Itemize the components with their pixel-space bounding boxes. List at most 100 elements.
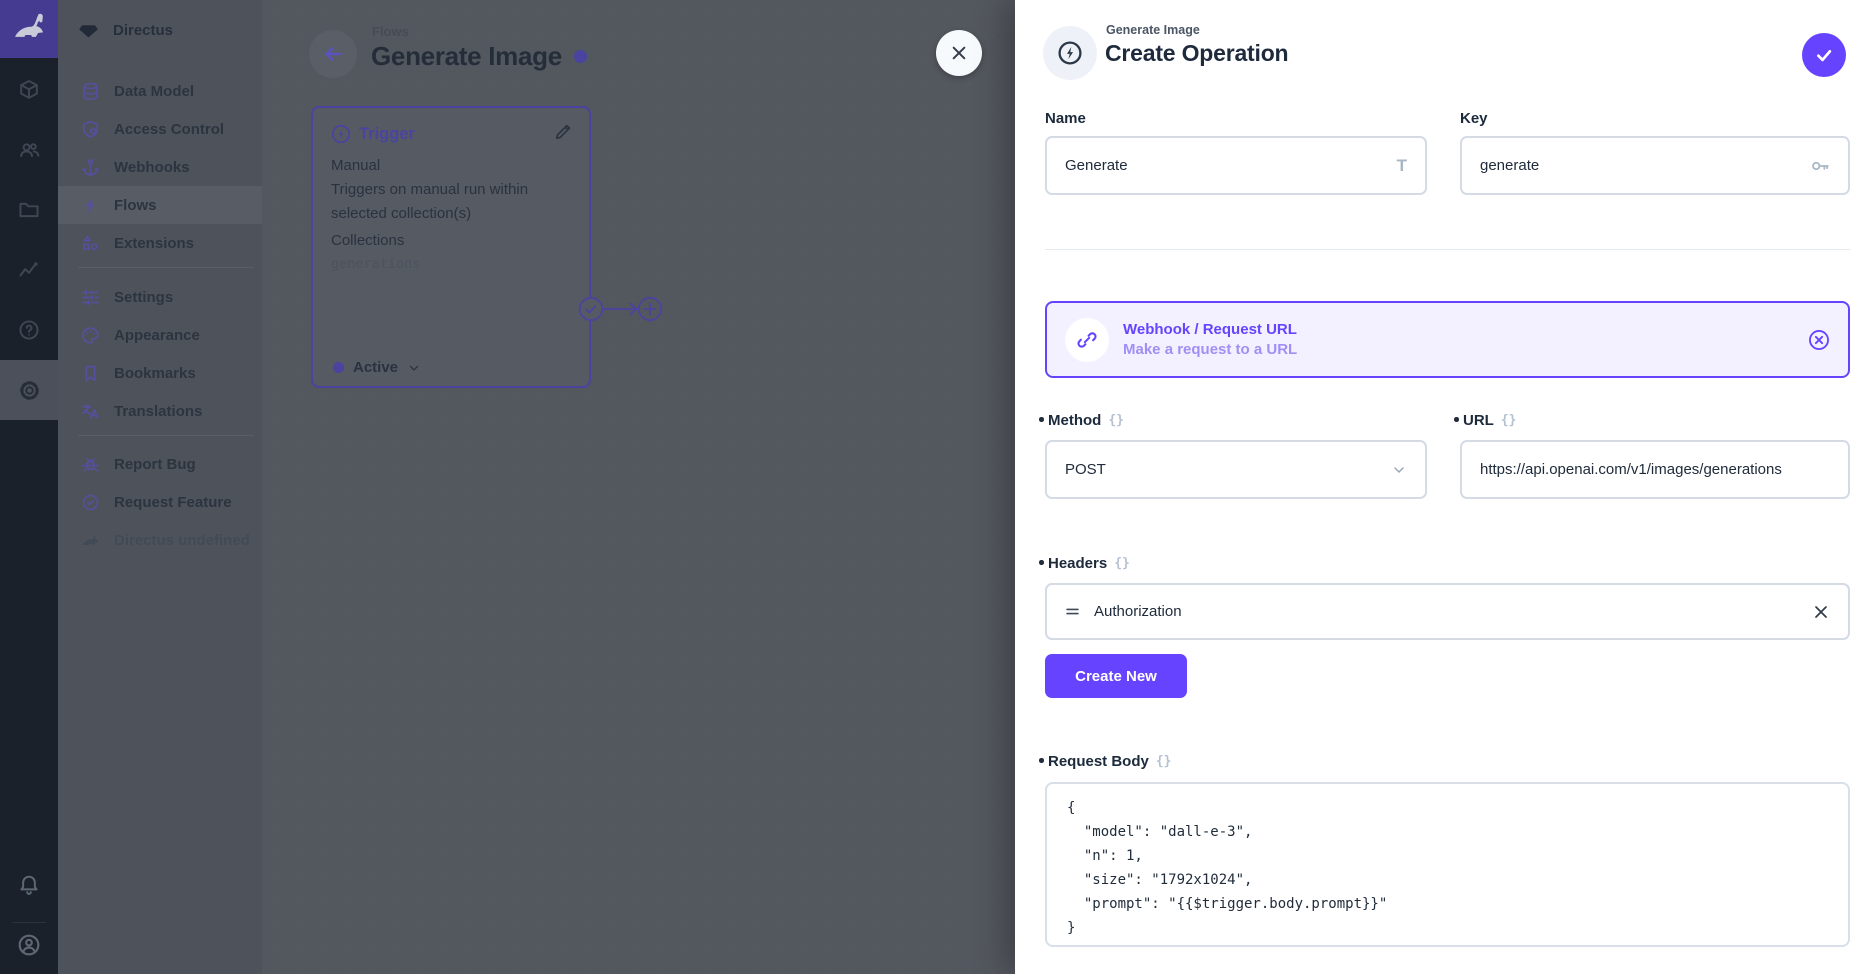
drawer-breadcrumb: Generate Image [1106,23,1200,37]
trigger-bolt-circle-icon [331,124,351,144]
shield-person-icon [80,120,100,139]
bug-icon [80,455,100,474]
bolt-icon [80,196,100,215]
sidebar-nav-feedback: Report Bug Request Feature Directus unde… [58,436,262,559]
banner-title: Webhook / Request URL [1123,321,1297,338]
module-users[interactable] [0,120,58,180]
unsaved-changes-dot [573,50,587,63]
directus-logo[interactable] [0,0,58,58]
chevron-down-icon [1391,462,1407,478]
method-label: Method{} [1039,412,1124,429]
anchor-icon [80,158,100,177]
sidebar-item-label: Webhooks [114,158,190,176]
sidebar-nav-main: Data Model Access Control Webhooks Flows… [58,60,262,262]
sidebar-item-report-bug[interactable]: Report Bug [58,445,262,483]
status-label: Active [353,359,399,376]
headers-label: Headers{} [1039,555,1130,572]
header-row: Authorization [1045,583,1850,640]
sidebar-item-access-control[interactable]: Access Control [58,110,262,148]
sidebar-item-label: Flows [114,196,157,214]
sidebar-item-flows[interactable]: Flows [58,186,262,224]
status-select[interactable]: Active [333,359,421,376]
trigger-field-label: Collections [331,232,405,249]
edit-trigger-pencil-icon[interactable] [554,122,573,141]
trigger-field-value: generations [331,256,421,272]
sidebar-item-translations[interactable]: Translations [58,392,262,430]
sidebar-item-settings[interactable]: Settings [58,278,262,316]
chevron-down-icon [407,361,421,375]
url-label: URL{} [1454,412,1517,429]
sidebar-item-label: Translations [114,402,203,420]
sidebar-item-request-feature[interactable]: Request Feature [58,483,262,521]
module-insights[interactable] [0,240,58,300]
sidebar-item-data-model[interactable]: Data Model [58,72,262,110]
request-body-editor[interactable]: { "model": "dall-e-3", "n": 1, "size": "… [1045,782,1850,947]
tune-icon [80,288,100,307]
sidebar-item-bookmarks[interactable]: Bookmarks [58,354,262,392]
module-help[interactable] [0,300,58,360]
status-dot [333,362,344,373]
sidebar-item-label: Access Control [114,120,225,138]
trigger-resolve-connector [578,294,668,324]
user-avatar[interactable] [0,915,58,974]
remove-header-x-icon[interactable] [1812,603,1830,621]
project-header[interactable]: Directus [58,0,262,60]
sidebar-item-label: Extensions [114,234,195,252]
sidebar-item-extensions[interactable]: Extensions [58,224,262,262]
database-icon [80,82,100,101]
section-divider [1045,249,1850,250]
key-input[interactable]: generate [1460,136,1850,195]
deselect-circled-x-icon[interactable] [1808,329,1830,351]
trigger-panel[interactable]: Trigger Manual Triggers on manual run wi… [311,106,591,388]
request-body-label: Request Body{} [1039,753,1172,770]
sidebar-item-webhooks[interactable]: Webhooks [58,148,262,186]
sidebar-item-appearance[interactable]: Appearance [58,316,262,354]
rabbit-icon [12,12,46,46]
url-input[interactable]: https://api.openai.com/v1/images/generat… [1460,440,1850,499]
banner-subtitle: Make a request to a URL [1123,341,1298,358]
rabbit-icon [80,531,100,550]
save-button[interactable] [1802,33,1846,77]
link-icon [1065,317,1109,362]
sidebar-item-label: Appearance [114,326,200,344]
raw-value-icon[interactable]: {} [1114,556,1130,571]
create-new-button[interactable]: Create New [1045,654,1187,698]
breadcrumb: Flows [372,24,409,39]
sidebar: Directus Data Model Access Control Webho… [58,0,262,974]
drawer-title: Create Operation [1105,40,1289,66]
trigger-description: Triggers on manual run within selected c… [331,181,529,222]
sidebar-item-label: Settings [114,288,174,306]
sidebar-item-version[interactable]: Directus undefined [58,521,262,559]
raw-value-icon[interactable]: {} [1500,413,1517,428]
shapes-icon [80,234,100,253]
module-bar-divider [12,922,46,923]
sidebar-item-label: Data Model [114,82,195,100]
module-bar [0,0,58,974]
module-files[interactable] [0,180,58,240]
page-title: Generate Image [371,41,562,71]
translate-icon [80,402,100,421]
close-drawer-button[interactable] [936,30,982,76]
name-input[interactable]: Generate T [1045,136,1427,195]
name-label: Name [1045,110,1086,127]
notifications-bell-icon[interactable] [0,855,58,915]
flow-canvas: Flows Generate Image Trigger Manual Trig… [262,0,1015,974]
raw-value-icon[interactable]: {} [1155,754,1172,769]
trigger-title: Trigger [359,124,415,143]
drag-handle-icon[interactable] [1065,604,1080,619]
palette-icon [80,326,100,345]
seal-check-icon [80,493,100,512]
back-button[interactable] [309,30,357,78]
trigger-type: Manual [331,157,381,174]
header-key-input[interactable]: Authorization [1094,603,1182,620]
project-gem-icon [78,20,99,41]
module-settings[interactable] [0,360,58,420]
module-content[interactable] [0,60,58,120]
key-label: Key [1460,110,1488,127]
bookmark-icon [80,364,100,383]
method-select[interactable]: POST [1045,440,1427,499]
operation-type-banner[interactable]: Webhook / Request URL Make a request to … [1045,301,1850,378]
raw-value-icon[interactable]: {} [1108,413,1124,428]
sidebar-divider [78,435,254,436]
